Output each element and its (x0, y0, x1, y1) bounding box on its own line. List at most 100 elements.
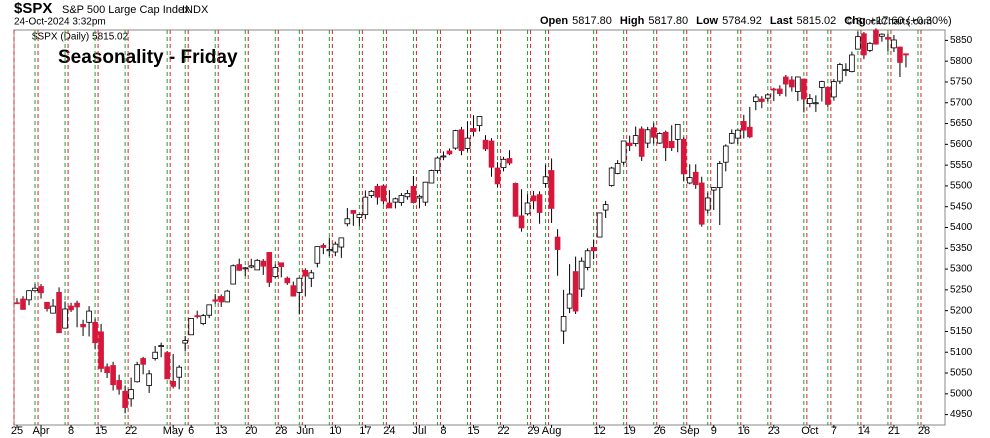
x-tick-label: 22 (497, 425, 509, 437)
candle-body (668, 141, 675, 149)
candle-body (368, 190, 375, 196)
candle-body (548, 170, 555, 209)
candle-body (386, 202, 393, 209)
x-tick-label: 28 (918, 425, 930, 437)
candle-body (584, 250, 591, 268)
candle-body (482, 139, 489, 150)
candle-body (704, 197, 711, 211)
y-tick-label: 5250 (950, 285, 973, 296)
x-tick-label: 29 (527, 425, 539, 437)
x-tick-label: 14 (858, 425, 870, 437)
candle-body (692, 171, 699, 186)
candle-body (795, 76, 801, 92)
y-tick-label: 5600 (950, 139, 973, 150)
candle-body (344, 218, 351, 225)
candle-body (458, 129, 465, 151)
stat-label: Last (770, 15, 793, 27)
candle-body (338, 237, 345, 248)
x-tick-label: 19 (624, 425, 636, 437)
candle-body (242, 267, 249, 270)
candle-body (32, 287, 38, 292)
x-tick-label: 23 (768, 425, 780, 437)
grid: 4950 5000 5050 5100 5150 5200 5250 5300 5350 5400… (11, 30, 973, 437)
candle-body (314, 246, 321, 264)
candle-body (746, 126, 753, 138)
x-tick-label: 16 (738, 425, 750, 437)
y-tick-label: 5700 (950, 97, 973, 108)
candle-body (362, 196, 369, 216)
y-tick-label: 5300 (950, 264, 973, 275)
candle-body (194, 315, 200, 318)
y-tick-label: 5500 (950, 181, 973, 192)
x-tick-label: 8 (68, 425, 74, 437)
x-tick-label: 25 (11, 425, 23, 437)
candle-body (326, 249, 333, 252)
candle-body (710, 187, 717, 191)
candle-body (302, 269, 309, 277)
candle-body (374, 185, 381, 198)
candle-body (110, 365, 116, 386)
y-tick-label: 5800 (950, 56, 973, 67)
candle-body (308, 272, 315, 279)
x-tick-label: Jun (296, 425, 314, 437)
candle-body (164, 352, 170, 380)
candle-body (879, 33, 885, 37)
x-tick-label: 10 (329, 425, 341, 437)
candle-body (38, 286, 44, 294)
candle-body (410, 185, 417, 203)
candle-body (320, 244, 327, 248)
candle-body (404, 193, 411, 198)
x-tick-label: Sep (680, 425, 700, 437)
x-tick-label: 15 (467, 425, 479, 437)
symbol: $SPX (14, 0, 52, 17)
candle-body (861, 33, 867, 56)
candle-body (182, 340, 188, 344)
candle-body (650, 127, 657, 138)
y-tick-label: 4950 (950, 409, 973, 420)
candle-body (656, 133, 663, 144)
candle-body (662, 131, 669, 149)
candle-body (44, 301, 50, 309)
candle-body (434, 157, 441, 171)
annotation: Seasonality - Friday (58, 47, 238, 68)
y-tick-label: 5550 (950, 160, 973, 171)
y-tick-label: 5150 (950, 326, 973, 337)
candle-body (686, 177, 693, 184)
candle-body (536, 194, 543, 213)
x-tick-label: 26 (654, 425, 666, 437)
candle-body (632, 135, 639, 144)
candle-body (284, 277, 291, 284)
candle-body (734, 129, 741, 139)
x-tick-label: 15 (95, 425, 107, 437)
candle-body (452, 130, 459, 149)
candle-body (104, 366, 110, 374)
candle-body (572, 271, 579, 312)
x-tick-label: 7 (831, 425, 837, 437)
candle-body (92, 321, 98, 344)
candle-body (644, 129, 651, 144)
x-tick-label: Jul (412, 425, 426, 437)
x-tick-label: 28 (275, 425, 287, 437)
stat-value: 5784.92 (722, 15, 762, 27)
stat-label: Low (696, 15, 718, 27)
candle-body (176, 366, 182, 378)
candle-body (422, 181, 429, 203)
candle-body (789, 79, 795, 88)
candle-body (578, 260, 585, 290)
candle-body (212, 299, 219, 302)
candle-body (825, 86, 831, 105)
candle-body (608, 167, 615, 186)
x-tick-label: 20 (245, 425, 257, 437)
candle-body (218, 296, 225, 303)
candle-body (524, 202, 531, 215)
candle-body (867, 42, 873, 51)
y-tick-label: 5850 (950, 35, 973, 46)
candle-body (542, 176, 549, 184)
candle-body (602, 204, 609, 211)
candle-body (680, 138, 687, 175)
stat-value: +17.60 (+0.30%) (870, 15, 952, 27)
candle-body (566, 293, 573, 309)
candle-body (296, 277, 303, 293)
